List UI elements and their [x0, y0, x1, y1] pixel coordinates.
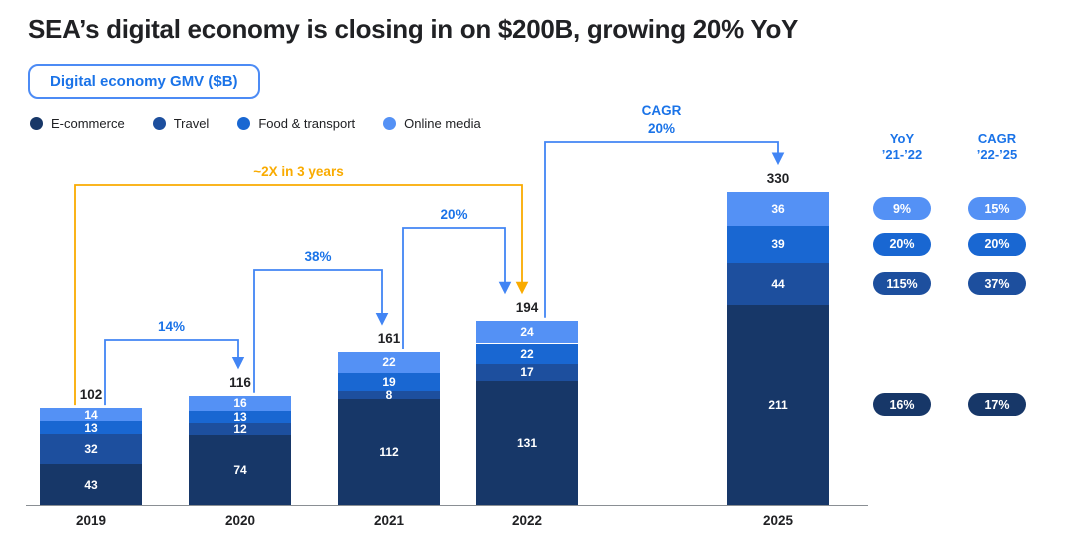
bar-segment-travel: 17: [476, 364, 578, 381]
bar-segment-online-media: 24: [476, 320, 578, 344]
legend-label: Food & transport: [258, 116, 356, 131]
chart-legend: E-commerce Travel Food & transport Onlin…: [30, 116, 481, 131]
bar-segment-e-commerce: 74: [189, 434, 291, 505]
segment-value-label: 13: [233, 410, 247, 425]
legend-item-food-transport: Food & transport: [237, 116, 355, 131]
segment-value-label: 24: [520, 325, 534, 340]
bar-segment-e-commerce: 43: [40, 464, 142, 505]
yoy-header-title: YoY: [889, 131, 915, 146]
bar-segment-travel: 12: [189, 422, 291, 436]
growth-annotation-label: 20%: [440, 207, 468, 222]
bar-segment-e-commerce: 131: [476, 380, 578, 505]
growth-annotation-label: CAGR 20%: [641, 103, 682, 137]
bar-segment-food-transport: 22: [476, 343, 578, 365]
segment-value-label: 17: [520, 365, 534, 380]
chart-type-badge: Digital economy GMV ($B): [28, 64, 260, 99]
segment-value-label: 13: [84, 420, 98, 435]
bar-total-label: 194: [515, 299, 539, 315]
segment-value-label: 44: [771, 276, 785, 291]
segment-value-label: 19: [382, 374, 396, 389]
growth-pill-yoy-online-media: 9%: [873, 197, 931, 221]
segment-value-label: 32: [84, 441, 98, 456]
segment-value-label: 74: [233, 462, 247, 477]
bar-segment-online-media: 16: [189, 395, 291, 411]
x-axis-label: 2021: [373, 513, 405, 528]
bar-total-label: 102: [79, 387, 103, 403]
growth-pill-cagr-online-media: 15%: [968, 197, 1026, 221]
bar-segment-e-commerce: 211: [727, 304, 829, 505]
food-transport-swatch-icon: [237, 117, 251, 130]
growth-pill-cagr-e-commerce: 17%: [968, 393, 1026, 417]
bar-segment-travel: 44: [727, 262, 829, 305]
yoy-header-subtitle: ’21-’22: [881, 147, 923, 162]
growth-annotation-label: 14%: [157, 319, 186, 334]
growth-pill-cagr-travel: 37%: [968, 272, 1026, 296]
segment-value-label: 131: [516, 435, 538, 450]
bar-segment-online-media: 36: [727, 191, 829, 226]
bar-total-label: 330: [766, 170, 790, 186]
page-title: SEA’s digital economy is closing in on $…: [28, 14, 799, 44]
growth-annotation-label: 38%: [304, 249, 332, 264]
chart-type-badge-label: Digital economy GMV ($B): [50, 73, 238, 90]
bar-segment-food-transport: 13: [189, 410, 291, 425]
segment-value-label: 16: [233, 396, 247, 411]
bar-segment-food-transport: 13: [40, 420, 142, 435]
yoy-column-header: YoY ’21-’22: [870, 131, 934, 163]
x-axis-label: 2022: [511, 513, 543, 528]
legend-item-online-media: Online media: [383, 116, 481, 131]
growth-pill-yoy-e-commerce: 16%: [873, 393, 931, 417]
x-axis-label: 2025: [762, 513, 794, 528]
bar-segment-food-transport: 39: [727, 225, 829, 263]
segment-value-label: 14: [84, 407, 98, 422]
legend-label: E-commerce: [51, 116, 125, 131]
growth-pill-yoy-food-transport: 20%: [873, 232, 931, 256]
growth-pill-cagr-food-transport: 20%: [968, 232, 1026, 256]
bar-total-label: 161: [377, 331, 401, 347]
segment-value-label: 43: [84, 477, 98, 492]
bar-segment-travel: 32: [40, 433, 142, 465]
bar-segment-e-commerce: 112: [338, 398, 440, 505]
segment-value-label: 211: [768, 397, 788, 412]
segment-value-label: 22: [520, 346, 534, 361]
cagr-header-title: CAGR: [977, 131, 1017, 146]
growth-pill-yoy-travel: 115%: [873, 272, 931, 296]
segment-value-label: 112: [379, 444, 399, 459]
x-axis-label: 2019: [75, 513, 107, 528]
bar-segment-online-media: 14: [40, 407, 142, 422]
growth-annotation-label: ~2X in 3 years: [253, 164, 344, 179]
legend-item-e-commerce: E-commerce: [30, 116, 125, 131]
cagr-column-header: CAGR ’22-’25: [965, 131, 1029, 163]
segment-value-label: 36: [771, 201, 785, 216]
segment-value-label: 12: [233, 422, 247, 436]
travel-swatch-icon: [152, 117, 166, 130]
legend-item-travel: Travel: [152, 116, 210, 131]
bar-segment-online-media: 22: [338, 352, 440, 373]
segment-value-label: 39: [771, 237, 785, 252]
bar-segment-travel: 8: [338, 389, 440, 401]
x-axis-label: 2020: [224, 513, 256, 528]
x-axis-line: [26, 505, 868, 506]
cagr-header-subtitle: ’22-’25: [976, 147, 1018, 162]
segment-value-label: 22: [382, 355, 396, 370]
legend-label: Travel: [173, 116, 210, 131]
e-commerce-swatch-icon: [30, 117, 43, 130]
legend-label: Online media: [404, 116, 481, 131]
bar-total-label: 116: [229, 374, 251, 390]
online-media-swatch-icon: [383, 117, 397, 130]
